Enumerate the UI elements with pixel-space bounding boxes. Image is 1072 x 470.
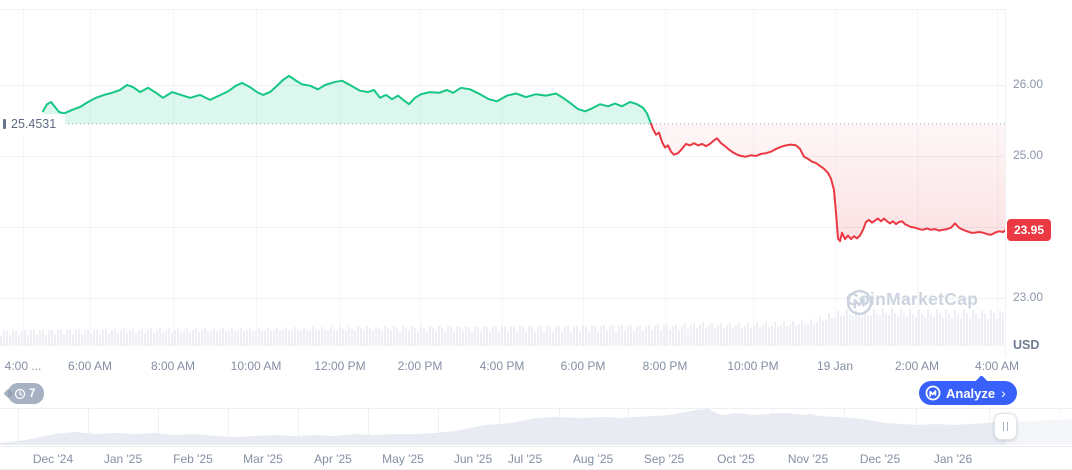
month-tick-label: Aug '25 (572, 452, 614, 466)
minimap-month-axis: Dec '24 Jan '25 Feb '25 Mar '25 Apr '25 May '… (0, 452, 1072, 468)
axis-unit-label: USD (1013, 338, 1040, 352)
month-tick-label: Dec '24 (32, 452, 74, 466)
time-axis: 4:00 ... 6:00 AM 8:00 AM 10:00 AM 12:00 PM 2:… (0, 359, 1019, 375)
month-tick-label: May '25 (382, 452, 424, 466)
coinmarketcap-logo-icon (925, 385, 941, 401)
time-tick-label: 4:00 ... (4, 359, 42, 373)
price-tick-label: 26.00 (1013, 77, 1044, 91)
time-tick-label: 4:00 PM (479, 359, 525, 373)
time-tick-label: 10:00 AM (230, 359, 282, 373)
price-tick-label: 23.00 (1013, 290, 1044, 304)
price-chart-canvas[interactable] (0, 10, 1005, 356)
month-tick-label: Nov '25 (787, 452, 829, 466)
analyze-button[interactable]: Analyze › (919, 381, 1017, 405)
baseline-marker-icon (3, 118, 6, 129)
time-tick-label: 10:00 PM (727, 359, 779, 373)
month-tick-label: Oct '25 (717, 452, 755, 466)
time-tick-label: 6:00 AM (67, 359, 113, 373)
time-tick-label: 19 Jan (816, 359, 854, 373)
history-count: 7 (29, 387, 36, 400)
minimap-drag-handle[interactable] (994, 413, 1017, 440)
time-tick-label: 8:00 AM (150, 359, 196, 373)
history-clock-icon (14, 388, 26, 399)
month-tick-label: Sep '25 (643, 452, 685, 466)
month-tick-label: Jul '25 (507, 452, 543, 466)
coinmarketcap-watermark: CoinMarketCap (846, 289, 979, 316)
time-tick-label: 12:00 PM (314, 359, 366, 373)
month-tick-label: Jan '26 (933, 452, 973, 466)
month-tick-label: Apr '25 (314, 452, 352, 466)
month-tick-label: Feb '25 (173, 452, 213, 466)
month-tick-label: Mar '25 (243, 452, 283, 466)
timeline-minimap-canvas[interactable] (0, 408, 1072, 446)
time-tick-label: 4:00 AM (974, 359, 1020, 373)
history-badge[interactable]: 7 (8, 383, 45, 404)
chevron-right-icon: › (1001, 385, 1006, 401)
time-tick-label: 2:00 AM (894, 359, 940, 373)
timeline-minimap[interactable] (0, 408, 1072, 447)
time-tick-label: 2:00 PM (397, 359, 443, 373)
previous-close-value: 25.4531 (11, 116, 57, 131)
time-tick-label: 8:00 PM (642, 359, 688, 373)
previous-close-label: 25.4531 (0, 114, 66, 133)
price-chart[interactable]: 25.4531 CoinMarketCap (0, 9, 1006, 356)
last-price-badge: 23.95 (1007, 218, 1051, 241)
time-tick-label: 6:00 PM (560, 359, 606, 373)
price-tick-label: 25.00 (1013, 148, 1044, 162)
month-tick-label: Jan '25 (103, 452, 143, 466)
watermark-text: CoinMarketCap (846, 289, 979, 309)
month-tick-label: Dec '25 (859, 452, 901, 466)
coinmarketcap-logo-icon (846, 289, 873, 316)
analyze-label: Analyze (946, 385, 996, 401)
month-tick-label: Jun '25 (453, 452, 493, 466)
